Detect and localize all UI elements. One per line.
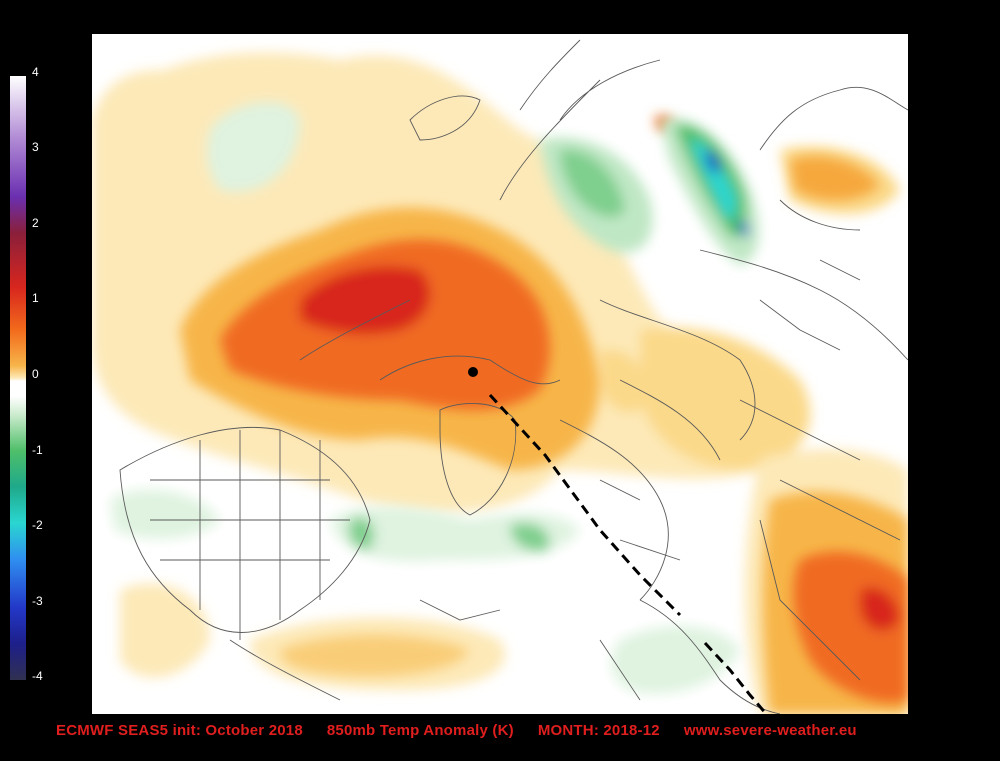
colorbar-tick: 4: [32, 65, 39, 79]
coastlines: [119, 39, 908, 714]
colorbar-tick: -1: [32, 443, 43, 457]
model-caption: ECMWF SEAS5 init: October 2018: [56, 722, 303, 739]
site-caption: www.severe-weather.eu: [683, 722, 857, 739]
track-line: [488, 393, 769, 714]
north-pole-marker: [468, 367, 478, 377]
cold-anomaly-region: [110, 101, 759, 694]
colorbar-tick: 2: [32, 216, 39, 230]
colorbar-tick: -2: [32, 518, 43, 532]
colorbar-tick: -4: [32, 669, 43, 683]
colorbar: [10, 76, 26, 680]
variable-caption: 850mb Temp Anomaly (K): [326, 722, 514, 739]
colorbar-tick: 3: [32, 140, 39, 154]
colorbar-tick: 1: [32, 291, 39, 305]
strong-warm-region: [220, 115, 908, 703]
month-caption: MONTH: 2018-12: [537, 722, 660, 739]
colorbar-tick: 0: [32, 367, 39, 381]
caption: ECMWF SEAS5 init: October 2018 850mb Tem…: [56, 722, 960, 739]
colorbar-tick: -3: [32, 594, 43, 608]
